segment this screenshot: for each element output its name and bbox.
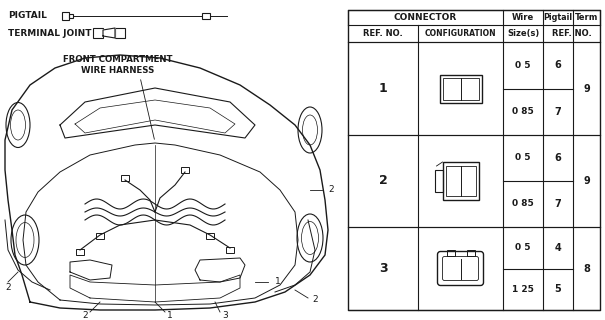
Text: 6: 6 [555, 153, 561, 163]
Text: 5: 5 [555, 284, 561, 294]
Bar [76, 249, 84, 255]
Text: PIGTAIL: PIGTAIL [8, 12, 47, 20]
Text: 7: 7 [555, 107, 561, 117]
Text: 0 5: 0 5 [515, 61, 531, 70]
Bar [121, 175, 129, 181]
Text: 2: 2 [379, 174, 387, 188]
Text: 1: 1 [167, 310, 173, 319]
Text: 7: 7 [555, 199, 561, 209]
Text: 9: 9 [583, 84, 590, 93]
Text: Wire: Wire [512, 13, 534, 22]
Text: REF. NO.: REF. NO. [363, 29, 403, 38]
Text: FRONT COMPARTMENT
WIRE HARNESS: FRONT COMPARTMENT WIRE HARNESS [64, 55, 173, 75]
Bar [434, 170, 442, 192]
Bar [202, 13, 210, 19]
Bar [69, 14, 73, 18]
Text: 2: 2 [5, 283, 11, 292]
Bar [62, 12, 69, 20]
Text: 2: 2 [312, 295, 318, 305]
Polygon shape [103, 28, 115, 38]
Bar [446, 250, 454, 255]
Bar [445, 166, 476, 196]
Text: 0 85: 0 85 [512, 107, 534, 116]
Text: 2: 2 [328, 186, 333, 195]
Bar [442, 77, 479, 100]
Text: TERMINAL JOINT: TERMINAL JOINT [8, 28, 91, 37]
Bar [348, 10, 600, 310]
Text: 3: 3 [379, 262, 387, 275]
Bar [442, 162, 479, 200]
Text: CONNECTOR: CONNECTOR [394, 13, 457, 22]
Bar [115, 28, 125, 38]
Bar [93, 28, 103, 38]
Text: 4: 4 [555, 243, 561, 253]
Bar [181, 167, 189, 173]
Text: CONFIGURATION: CONFIGURATION [425, 29, 496, 38]
Text: 9: 9 [583, 176, 590, 186]
Text: 0 85: 0 85 [512, 199, 534, 209]
Bar [206, 233, 214, 239]
Text: Term: Term [575, 13, 598, 22]
Text: 8: 8 [583, 263, 590, 274]
Text: 0 5: 0 5 [515, 243, 531, 252]
Text: 1: 1 [275, 277, 281, 286]
Bar [439, 75, 482, 102]
Text: 3: 3 [222, 310, 228, 319]
Text: 2: 2 [82, 310, 88, 319]
Bar [226, 247, 234, 253]
Text: 1: 1 [379, 82, 387, 95]
Bar [96, 233, 104, 239]
Text: Size(s): Size(s) [507, 29, 539, 38]
Text: 0 5: 0 5 [515, 154, 531, 163]
Text: 6: 6 [555, 60, 561, 70]
Bar [466, 250, 474, 255]
Text: Pigtail: Pigtail [543, 13, 572, 22]
Text: REF. NO.: REF. NO. [552, 29, 591, 38]
Text: 1 25: 1 25 [512, 285, 534, 294]
